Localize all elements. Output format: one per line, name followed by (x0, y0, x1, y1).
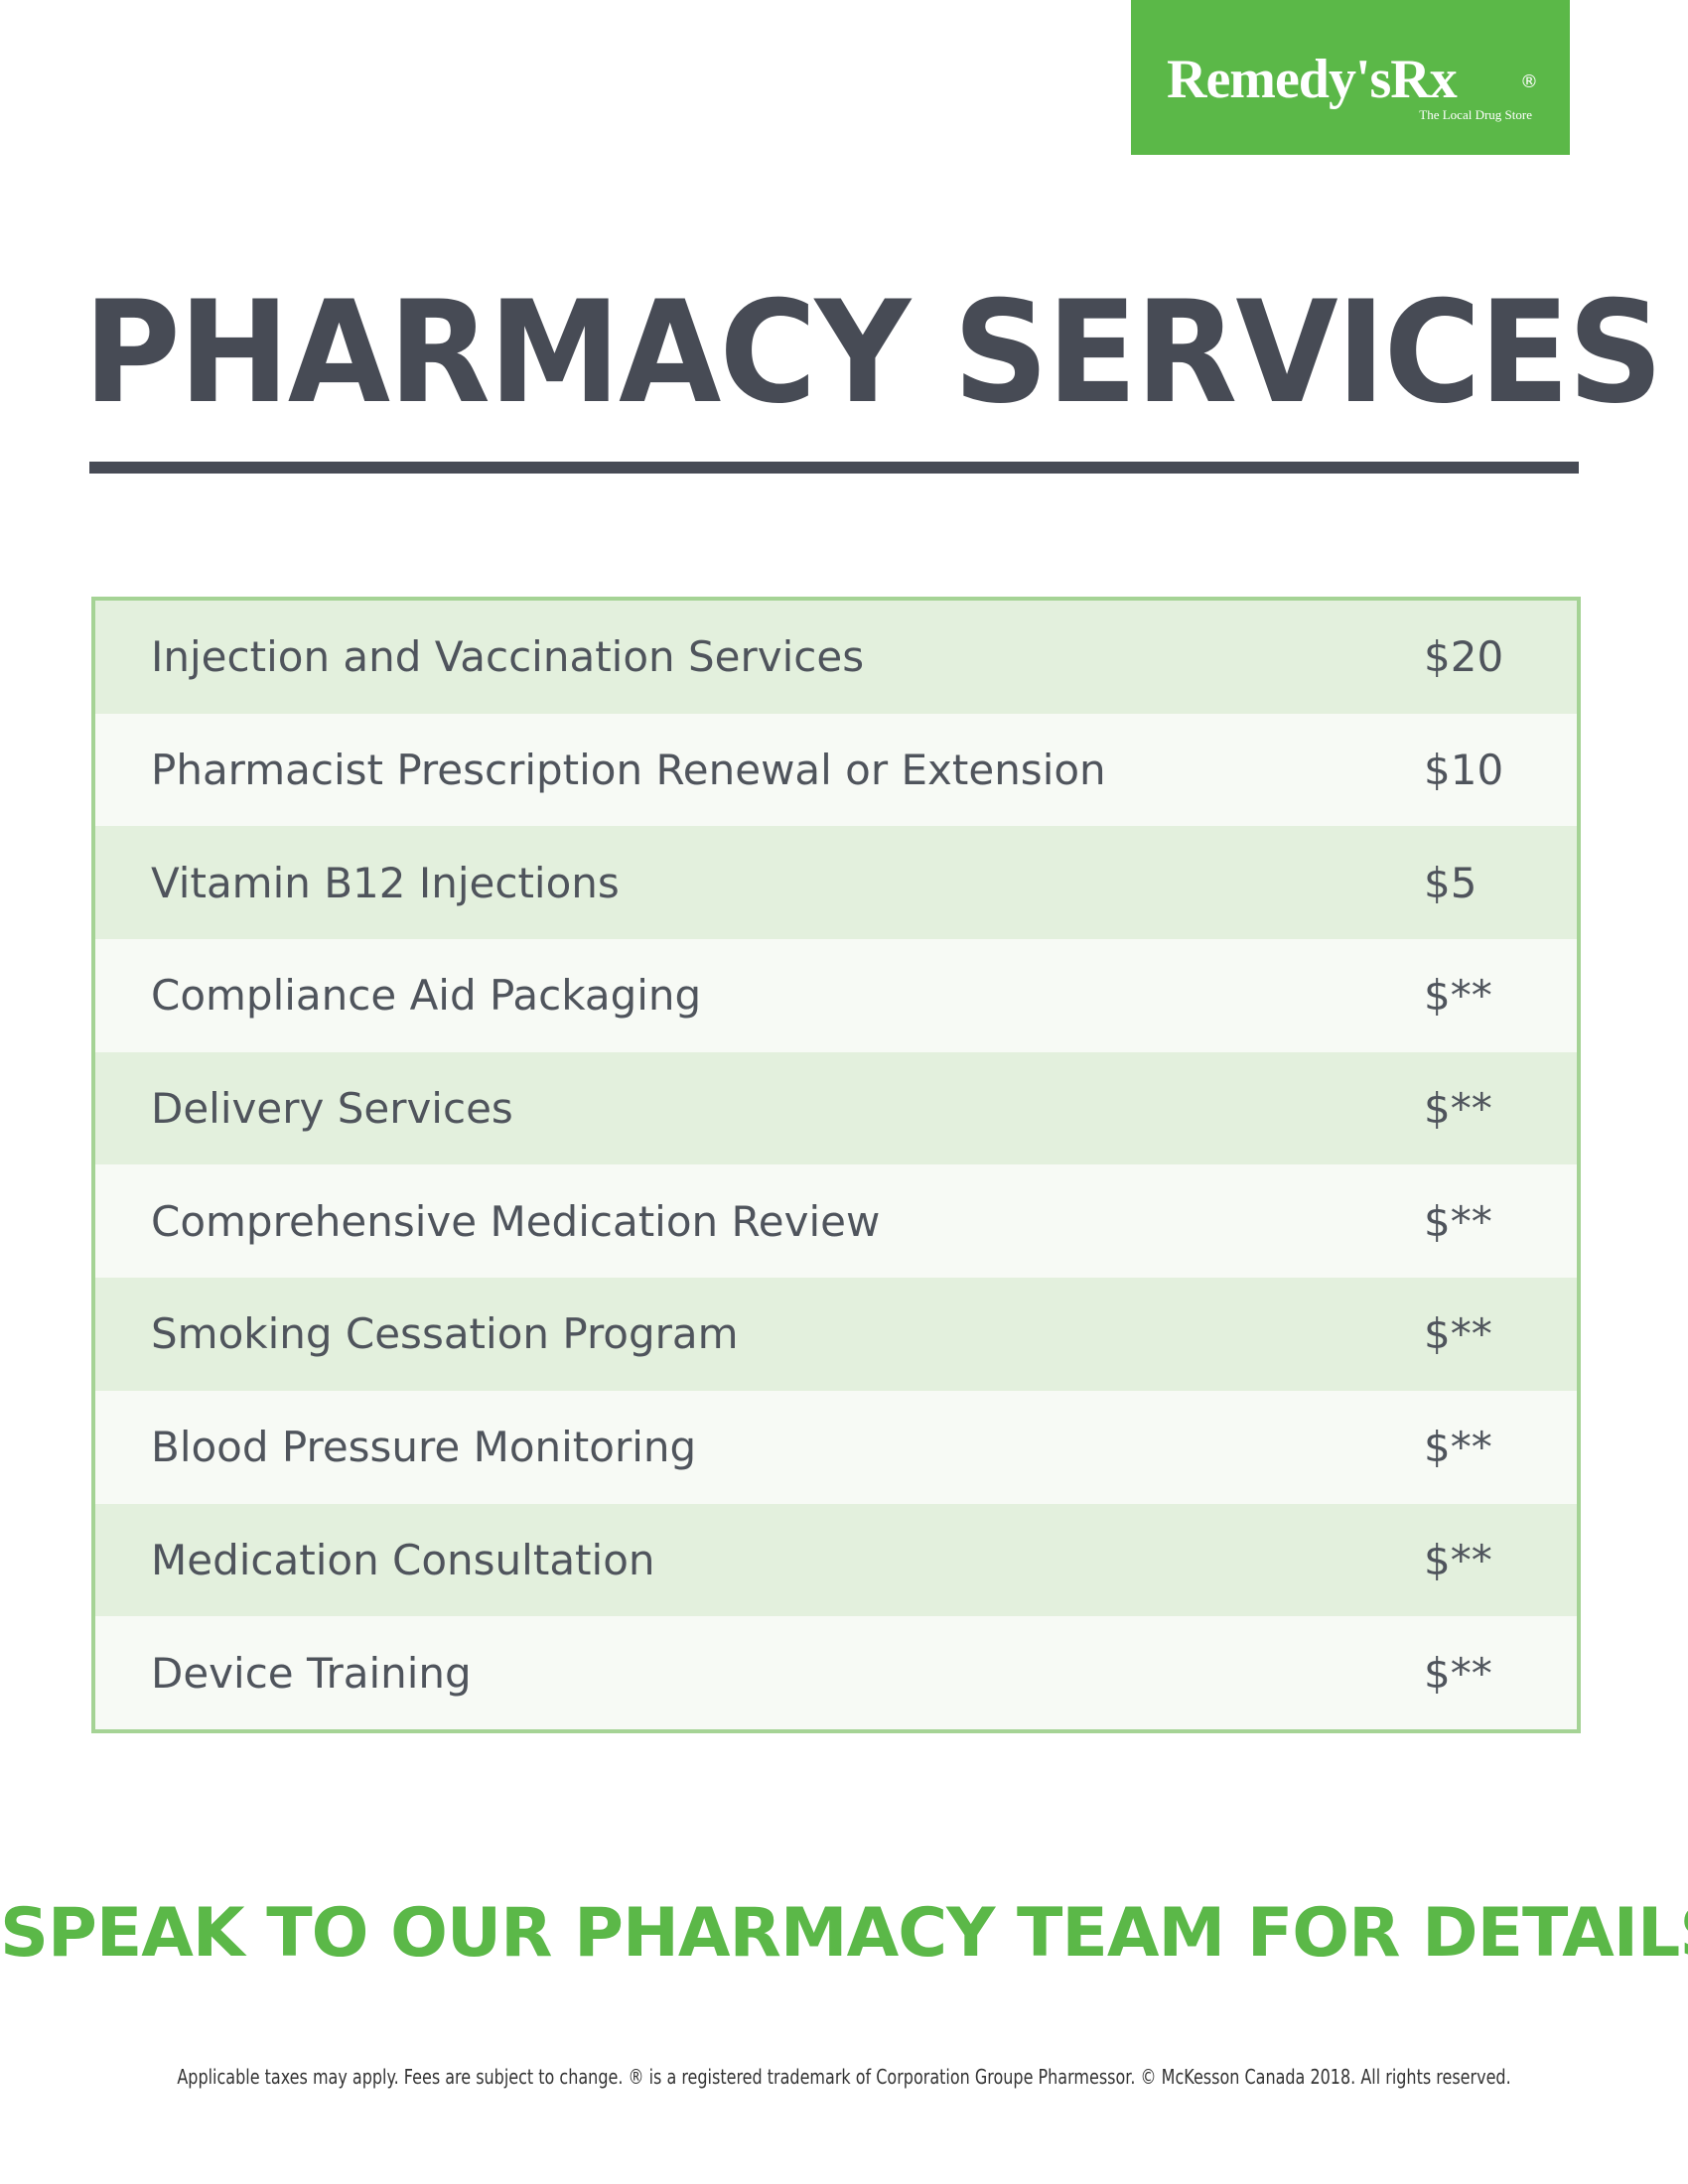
service-name: Medication Consultation (151, 1535, 655, 1584)
logo-mark: ® (1520, 71, 1538, 92)
service-name: Vitamin B12 Injections (151, 858, 620, 907)
service-name: Pharmacist Prescription Renewal or Exten… (151, 746, 1106, 795)
service-name: Blood Pressure Monitoring (151, 1423, 697, 1472)
title-rule (89, 462, 1579, 474)
service-price: $5 (1424, 858, 1477, 907)
service-name: Injection and Vaccination Services (151, 632, 865, 682)
service-price: $** (1424, 1423, 1492, 1472)
service-name: Comprehensive Medication Review (151, 1196, 881, 1246)
service-name: Smoking Cessation Program (151, 1309, 739, 1359)
table-row: Comprehensive Medication Review $** (95, 1164, 1577, 1279)
table-row: Medication Consultation $** (95, 1503, 1577, 1617)
title: PHARMACY SERVICES (83, 271, 1663, 435)
services-table: Injection and Vaccination Services $20 Pha… (91, 597, 1581, 1733)
table-row: Injection and Vaccination Services $20 (95, 601, 1577, 714)
service-price: $** (1424, 1084, 1492, 1134)
service-name: Delivery Services (151, 1084, 513, 1134)
table-row: Vitamin B12 Injections $5 (95, 826, 1577, 940)
service-price: $** (1424, 1196, 1492, 1246)
table-row: Delivery Services $** (95, 1051, 1577, 1165)
table-row: Pharmacist Prescription Renewal or Exten… (95, 713, 1577, 827)
call-to-action: SPEAK TO OUR PHARMACY TEAM FOR DETAILS (0, 1894, 1688, 1973)
table-row: Blood Pressure Monitoring $** (95, 1390, 1577, 1504)
service-price: $** (1424, 971, 1492, 1021)
table-row: Compliance Aid Packaging $** (95, 939, 1577, 1052)
table-row: Device Training $** (95, 1616, 1577, 1729)
service-name: Compliance Aid Packaging (151, 971, 702, 1021)
table-row: Smoking Cessation Program $** (95, 1278, 1577, 1391)
service-price: $** (1424, 1535, 1492, 1584)
logo-tagline: The Local Drug Store (1419, 107, 1532, 122)
service-price: $** (1424, 1648, 1492, 1698)
logo-name: Remedy'sRx (1167, 49, 1458, 110)
logo: Remedy'sRx ® The Local Drug Store (1131, 0, 1570, 155)
service-name: Device Training (151, 1648, 472, 1698)
service-price: $10 (1424, 746, 1504, 795)
footer-note: Applicable taxes may apply. Fees are sub… (177, 2065, 1511, 2089)
service-price: $20 (1424, 632, 1504, 682)
service-price: $** (1424, 1309, 1492, 1359)
